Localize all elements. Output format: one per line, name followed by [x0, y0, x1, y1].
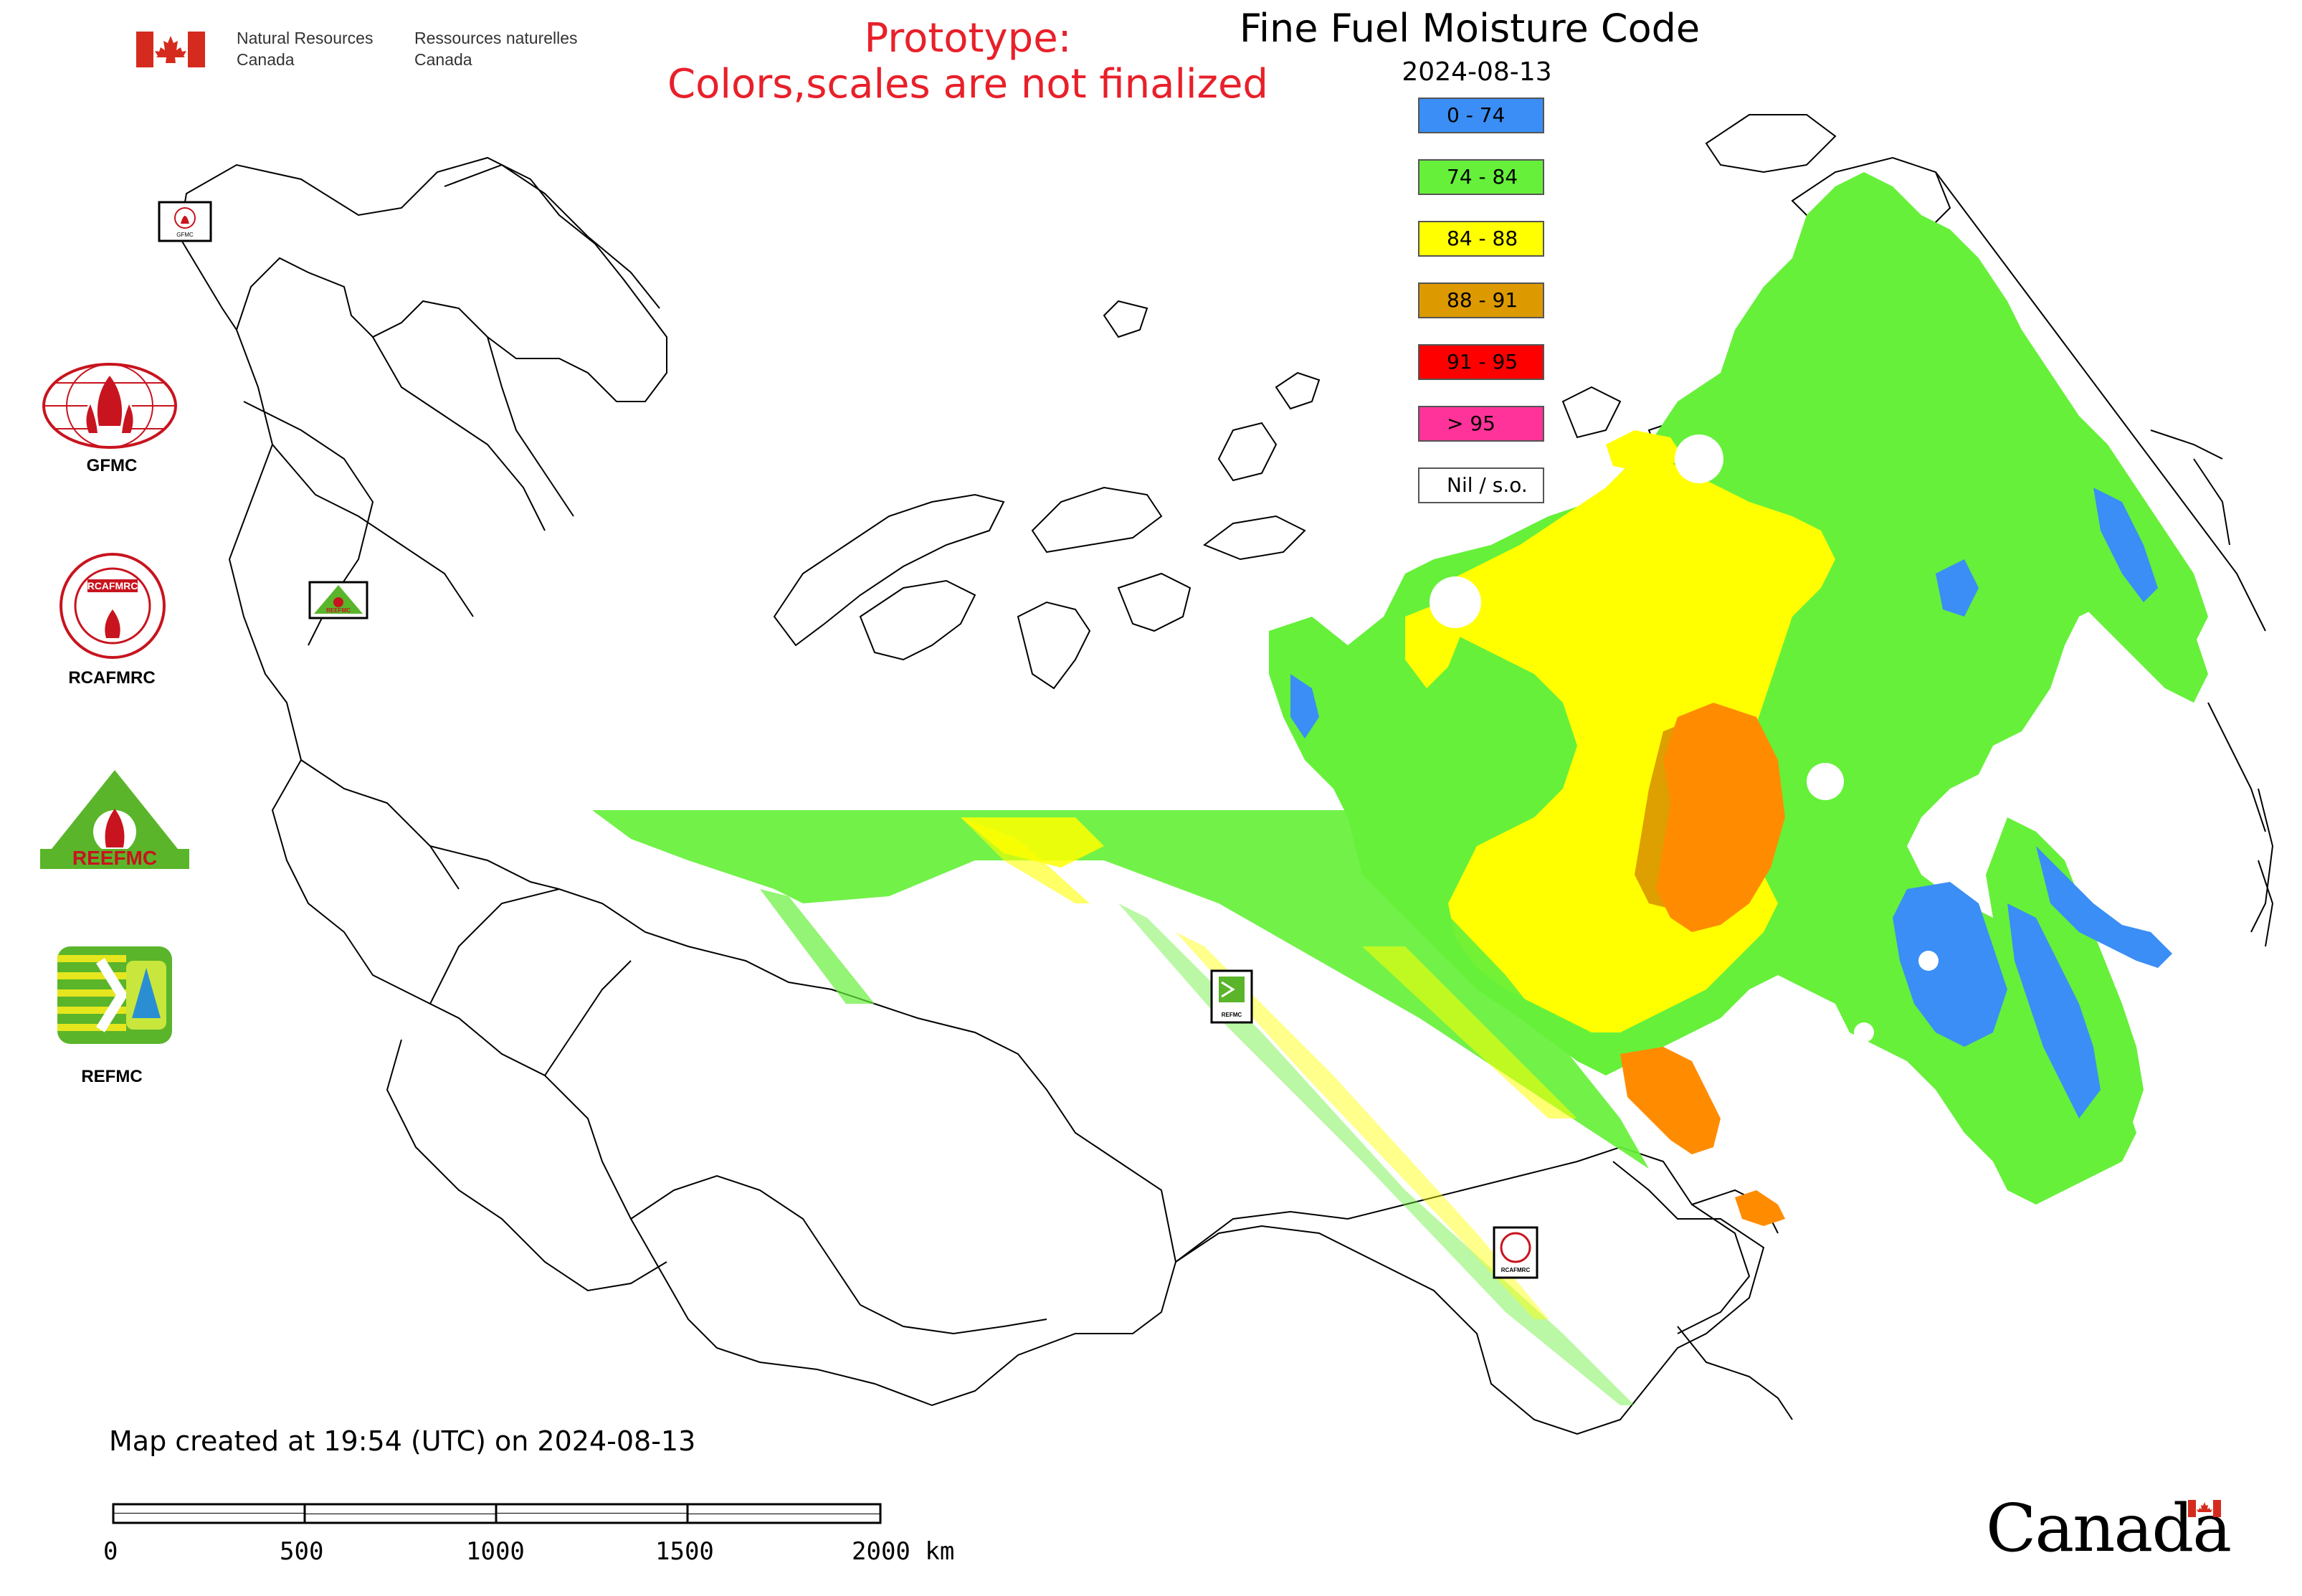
rcafmrc-logo-caption: RCAFMRC [68, 668, 156, 688]
rcafmrc-logo-icon: RCAFMRC [60, 553, 166, 659]
fuel-moisture-coverage [592, 172, 2208, 1405]
department-name-fr: Ressources naturelles Canada [414, 29, 578, 69]
reefmc-logo-icon: REEFMC [40, 770, 189, 869]
scale-tick-label: 1500 [655, 1537, 714, 1566]
gfmc-marker-label: GFMC [176, 232, 194, 238]
canada-flag-icon [136, 32, 205, 67]
legend-item: 84 - 88 [1418, 221, 1544, 257]
gfmc-map-marker: GFMC [158, 201, 212, 242]
map-title: Fine Fuel Moisture Code [1239, 6, 1701, 51]
region-boundaries [178, 114, 2274, 1435]
wordmark-flag-icon [2188, 1500, 2221, 1517]
refmc-marker-label: REFMC [1222, 1012, 1242, 1018]
legend-item: 0 - 74 [1418, 98, 1544, 133]
gfmc-logo-icon [42, 363, 177, 449]
rcafmrc-marker-label: RCAFMRC [1501, 1267, 1531, 1273]
rcafmrc-map-marker: RCAFMRC [1493, 1226, 1538, 1279]
scale-tick-label: 1000 [466, 1537, 525, 1566]
legend-item: Nil / s.o. [1418, 467, 1544, 503]
svg-text:REEFMC: REEFMC [72, 847, 157, 869]
reefmc-map-marker: REEFMC [308, 581, 368, 619]
svg-text:RCAFMRC: RCAFMRC [87, 580, 138, 592]
scale-tick-label: 500 [280, 1537, 324, 1566]
legend-item: 74 - 84 [1418, 159, 1544, 195]
reefmc-marker-label: REEFMC [326, 607, 351, 614]
scale-tick-label: 2000 km [852, 1537, 955, 1566]
map-date: 2024-08-13 [1402, 57, 1552, 87]
map-markers: GFMC REEFMC REFMC RCAFMRC [158, 201, 1538, 1279]
legend-item: 91 - 95 [1418, 344, 1544, 380]
legend-item: 88 - 91 [1418, 282, 1544, 318]
refmc-logo-icon [57, 946, 172, 1044]
prototype-notice: Prototype: Colors,scales are not finaliz… [667, 15, 1268, 108]
scale-tick-label: 0 [103, 1537, 118, 1566]
refmc-map-marker: REFMC [1210, 969, 1253, 1024]
legend-item: > 95 [1418, 406, 1544, 442]
scale-bar [112, 1503, 882, 1524]
refmc-logo-caption: REFMC [81, 1067, 143, 1086]
gfmc-logo-caption: GFMC [86, 456, 138, 475]
department-name-en: Natural Resources Canada [237, 29, 374, 69]
map-created-timestamp: Map created at 19:54 (UTC) on 2024-08-13 [109, 1425, 696, 1457]
